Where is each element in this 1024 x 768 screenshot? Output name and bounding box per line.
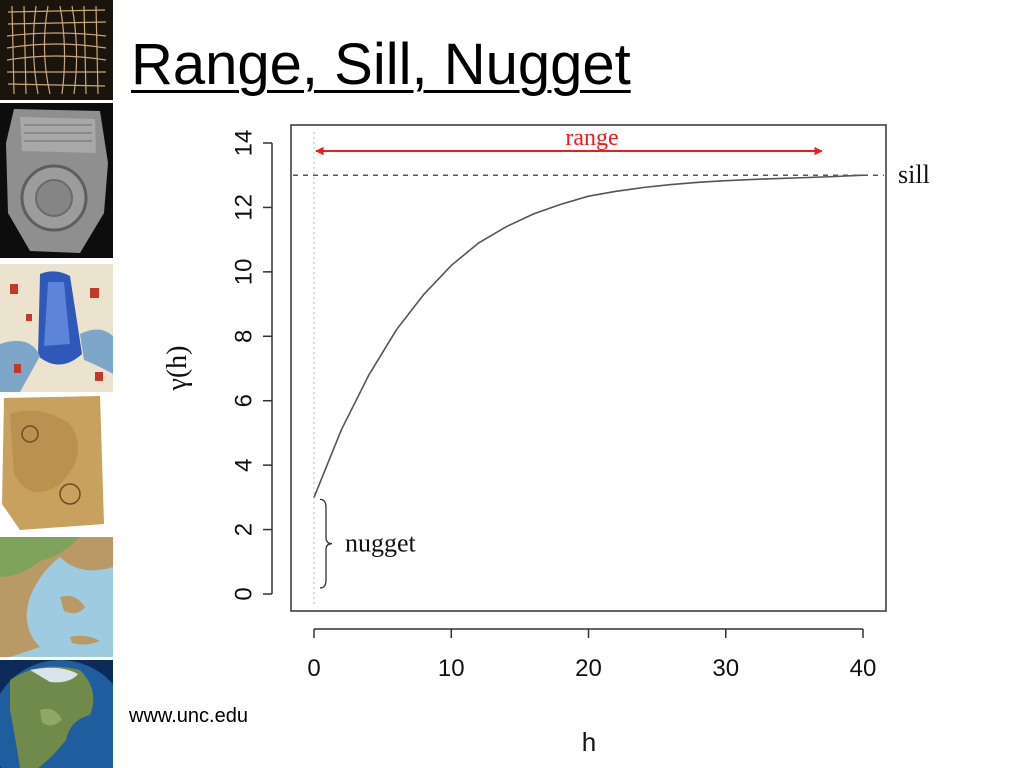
y-axis: 0 2 4 6 8 10 12 14 — [230, 130, 273, 601]
x-tick-label: 10 — [438, 655, 465, 682]
grid-map-thumbnail — [0, 0, 113, 100]
x-tick-label: 30 — [712, 655, 739, 682]
x-tick-label: 0 — [307, 655, 320, 682]
y-tick-label: 4 — [230, 458, 257, 471]
semivariogram-curve — [313, 174, 864, 498]
greece-relief-map-thumbnail — [0, 537, 113, 657]
medieval-map-thumbnail — [0, 264, 113, 392]
x-axis-label: h — [582, 727, 596, 757]
slide-title: Range, Sill, Nugget — [131, 32, 631, 97]
y-tick-label: 10 — [230, 259, 257, 286]
y-tick-label: 2 — [230, 523, 257, 536]
x-tick-label: 40 — [850, 655, 877, 682]
y-tick-label: 8 — [230, 330, 257, 343]
north-america-globe-thumbnail — [0, 660, 113, 768]
y-axis-label: γ(h) — [162, 345, 193, 391]
clay-tablet-map-thumbnail — [0, 103, 113, 258]
x-axis: 0 10 20 30 40 — [307, 628, 877, 682]
y-tick-label: 12 — [230, 194, 257, 221]
y-tick-label: 0 — [230, 587, 257, 600]
old-parchment-map-thumbnail — [0, 394, 113, 534]
nugget-brace — [319, 498, 333, 589]
nugget-label: nugget — [345, 529, 417, 558]
range-label: range — [565, 125, 618, 151]
y-tick-label: 6 — [230, 394, 257, 407]
y-tick-label: 14 — [230, 130, 257, 157]
thumbnail-sidebar — [0, 0, 113, 768]
sill-label: sill — [898, 160, 930, 189]
plot-frame — [290, 124, 887, 612]
x-tick-label: 20 — [575, 655, 602, 682]
source-credit: www.unc.edu — [129, 705, 248, 727]
